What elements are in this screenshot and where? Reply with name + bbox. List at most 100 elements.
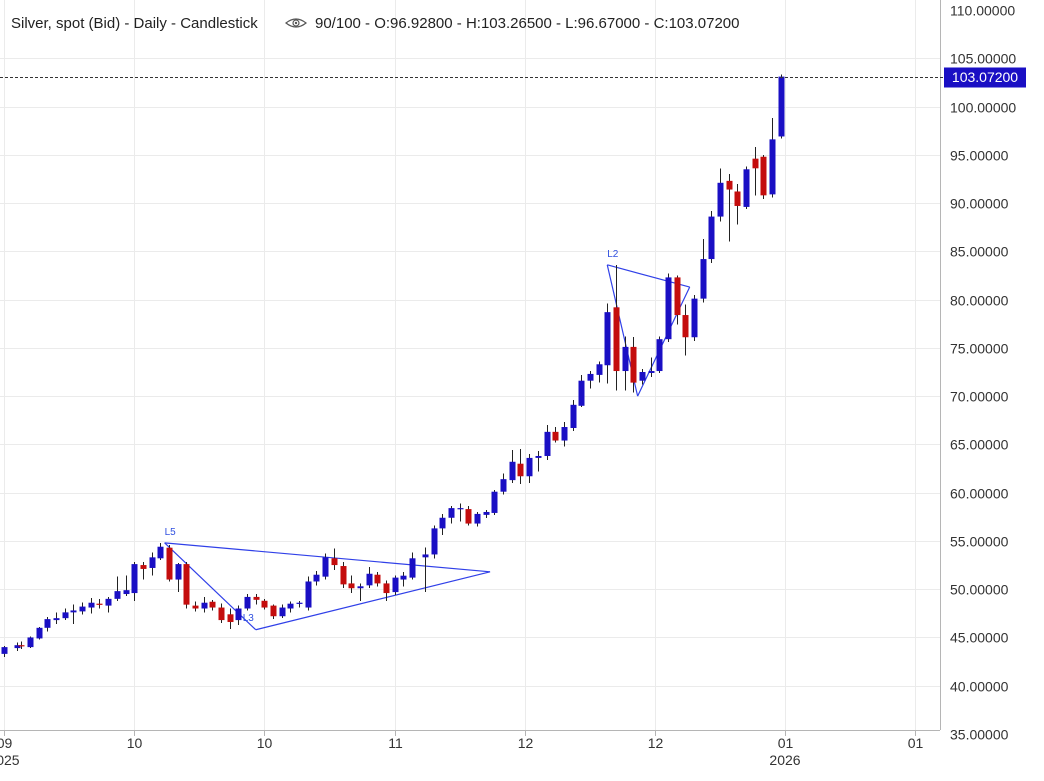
candle-body xyxy=(296,602,303,604)
candle xyxy=(366,566,373,589)
candle xyxy=(613,264,620,391)
candle xyxy=(209,599,216,611)
candle-body xyxy=(96,603,103,605)
y-tick-label: 65.00000 xyxy=(950,437,1009,453)
candle-body xyxy=(357,586,364,589)
candle xyxy=(483,510,490,518)
candle-body xyxy=(639,372,646,381)
x-tick-label: 12 xyxy=(648,735,664,751)
candle xyxy=(88,597,95,614)
candle xyxy=(717,168,724,222)
candle-body xyxy=(596,364,603,375)
candle xyxy=(535,451,542,472)
candle-body xyxy=(70,610,77,613)
candle xyxy=(44,617,51,632)
candle-body xyxy=(752,158,759,169)
candle xyxy=(700,238,707,303)
candle-body xyxy=(123,590,130,595)
candle-body xyxy=(88,602,95,608)
pattern-line-l5 xyxy=(255,571,491,631)
candle xyxy=(96,598,103,609)
candle-body xyxy=(149,557,156,568)
candle-body xyxy=(630,346,637,383)
candle-body xyxy=(717,182,724,217)
candle-body xyxy=(201,602,208,609)
chart-ohlc-readout: 90/100 - O:96.92800 - H:103.26500 - L:96… xyxy=(315,15,739,32)
candle-body xyxy=(1,647,8,654)
candle xyxy=(400,571,407,587)
candle xyxy=(183,562,190,609)
candle xyxy=(313,570,320,586)
candle-body xyxy=(726,180,733,190)
y-tick-label: 105.00000 xyxy=(950,51,1016,67)
candle xyxy=(383,580,390,601)
candle xyxy=(457,503,464,522)
candle xyxy=(105,596,112,613)
candle xyxy=(691,294,698,342)
candle-body xyxy=(769,139,776,195)
candle xyxy=(674,275,681,325)
candle-body xyxy=(270,605,277,617)
candle-body xyxy=(227,614,234,623)
candle xyxy=(244,594,251,611)
candle xyxy=(596,361,603,383)
candle-body xyxy=(517,463,524,477)
candle-body xyxy=(674,277,681,316)
candle-body xyxy=(157,546,164,559)
candle xyxy=(734,183,741,225)
candle xyxy=(227,608,234,629)
candle xyxy=(639,369,646,385)
candle-body xyxy=(483,511,490,515)
candle xyxy=(374,571,381,587)
x-tick-label: 10 xyxy=(127,735,143,751)
candle-body xyxy=(209,601,216,608)
candle xyxy=(491,489,498,515)
candle-body xyxy=(491,491,498,513)
y-tick-label: 75.00000 xyxy=(950,341,1009,357)
candle-body xyxy=(708,216,715,260)
candle-body xyxy=(552,431,559,441)
candle xyxy=(36,626,43,640)
candle-body xyxy=(613,307,620,372)
candle-body xyxy=(218,607,225,621)
candle xyxy=(439,513,446,536)
candle xyxy=(409,552,416,580)
candle xyxy=(465,506,472,526)
last-price-tag xyxy=(944,67,1026,88)
candle xyxy=(114,576,121,601)
candle-body xyxy=(570,404,577,428)
candle-body xyxy=(465,509,472,524)
candle-body xyxy=(105,598,112,606)
candle-body xyxy=(400,575,407,580)
candle xyxy=(296,600,303,608)
candle xyxy=(526,454,533,484)
y-tick-label: 90.00000 xyxy=(950,196,1009,212)
candle-body xyxy=(175,564,182,580)
candle-body xyxy=(18,645,25,647)
candle xyxy=(587,371,594,389)
candle xyxy=(630,337,637,393)
candle xyxy=(561,422,568,447)
eye-icon[interactable] xyxy=(285,18,307,28)
y-tick-label: 95.00000 xyxy=(950,148,1009,164)
candle xyxy=(192,601,199,612)
candle-body xyxy=(587,373,594,381)
candle-body xyxy=(578,380,585,406)
candle xyxy=(340,562,347,589)
candle xyxy=(357,583,364,601)
candle xyxy=(578,374,585,407)
candle xyxy=(348,575,355,594)
candle xyxy=(331,548,338,570)
candle xyxy=(201,596,208,613)
candle xyxy=(500,473,507,495)
candle-body xyxy=(340,566,347,585)
candle xyxy=(1,646,8,657)
candle-body xyxy=(500,479,507,492)
candle-body xyxy=(439,517,446,529)
candle-body xyxy=(561,427,568,441)
candle xyxy=(778,74,785,139)
candle-body xyxy=(366,573,373,586)
candle xyxy=(175,563,182,593)
candle xyxy=(474,511,481,527)
